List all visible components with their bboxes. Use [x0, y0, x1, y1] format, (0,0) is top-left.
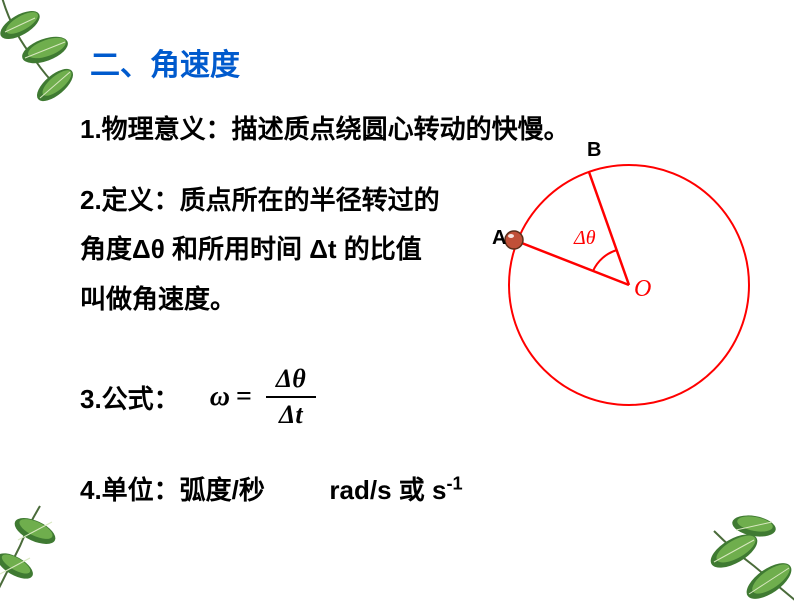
formula-label: 3.公式：	[80, 379, 180, 416]
label-a: A	[492, 227, 506, 249]
unit-value: rad/s 或 s	[329, 475, 446, 505]
angular-velocity-diagram: A B O Δθ	[444, 140, 764, 420]
leaf-decoration-bottom-left	[0, 456, 90, 606]
unit-superscript: -1	[446, 474, 462, 494]
label-o: O	[634, 276, 651, 302]
angle-label: Δθ	[573, 227, 596, 249]
label-b: B	[587, 140, 601, 161]
radius-oa	[514, 240, 629, 285]
formula-eq: =	[236, 381, 252, 413]
angle-arc	[593, 250, 617, 271]
point-a	[505, 231, 523, 249]
section-title: 二、角速度	[90, 40, 744, 84]
unit-label: 4.单位：弧度/秒	[80, 475, 265, 505]
formula: ω = Δθ Δt	[210, 364, 316, 430]
point-2: 2.定义：质点所在的半径转过的角度Δθ 和所用时间 Δt 的比值叫做角速度。	[80, 176, 440, 324]
slide: 二、角速度 1.物理意义：描述质点绕圆心转动的快慢。 2.定义：质点所在的半径转…	[0, 0, 794, 596]
point-4: 4.单位：弧度/秒 rad/s 或 s-1	[80, 470, 744, 507]
formula-denominator: Δt	[269, 398, 313, 430]
formula-fraction: Δθ Δt	[266, 364, 316, 430]
formula-lhs: ω	[210, 381, 230, 413]
formula-numerator: Δθ	[266, 364, 316, 398]
